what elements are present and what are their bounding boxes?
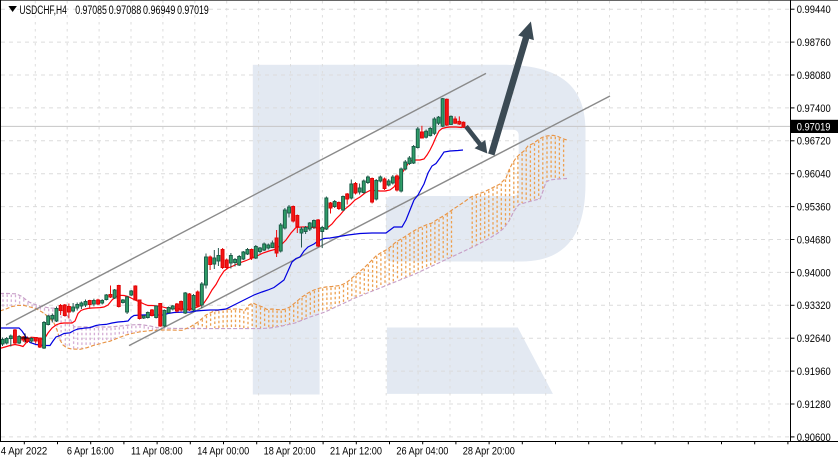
svg-text:0.98760: 0.98760 <box>797 37 831 49</box>
svg-text:21 Apr 12:00: 21 Apr 12:00 <box>330 446 382 458</box>
svg-text:0.98080: 0.98080 <box>797 70 831 82</box>
svg-text:0.97400: 0.97400 <box>797 103 831 115</box>
svg-text:0.99440: 0.99440 <box>797 4 831 16</box>
svg-text:0.96720: 0.96720 <box>797 136 831 148</box>
svg-text:0.96040: 0.96040 <box>797 169 831 181</box>
svg-text:11 Apr 08:00: 11 Apr 08:00 <box>131 446 183 458</box>
svg-text:14 Apr 00:00: 14 Apr 00:00 <box>197 446 249 458</box>
svg-text:6 Apr 16:00: 6 Apr 16:00 <box>67 446 114 458</box>
svg-text:0.91960: 0.91960 <box>797 366 831 378</box>
svg-text:0.92640: 0.92640 <box>797 333 831 345</box>
svg-text:4 Apr 2022: 4 Apr 2022 <box>1 446 48 458</box>
svg-text:0.97085: 0.97085 <box>75 5 107 17</box>
svg-text:0.94680: 0.94680 <box>797 234 831 246</box>
svg-text:28 Apr 20:00: 28 Apr 20:00 <box>463 446 515 458</box>
svg-text:USDCHF,H4: USDCHF,H4 <box>19 5 67 17</box>
svg-text:18 Apr 20:00: 18 Apr 20:00 <box>264 446 316 458</box>
svg-text:0.97019: 0.97019 <box>797 122 831 134</box>
svg-text:0.90600: 0.90600 <box>797 432 831 444</box>
svg-text:0.95360: 0.95360 <box>797 202 831 214</box>
svg-text:0.97019: 0.97019 <box>177 5 209 17</box>
svg-text:0.96949: 0.96949 <box>143 5 175 17</box>
svg-text:0.97088: 0.97088 <box>109 5 142 17</box>
svg-text:0.94000: 0.94000 <box>797 267 831 279</box>
svg-text:26 Apr 04:00: 26 Apr 04:00 <box>396 446 448 458</box>
svg-text:0.91280: 0.91280 <box>797 399 831 411</box>
svg-text:0.93320: 0.93320 <box>797 300 831 312</box>
